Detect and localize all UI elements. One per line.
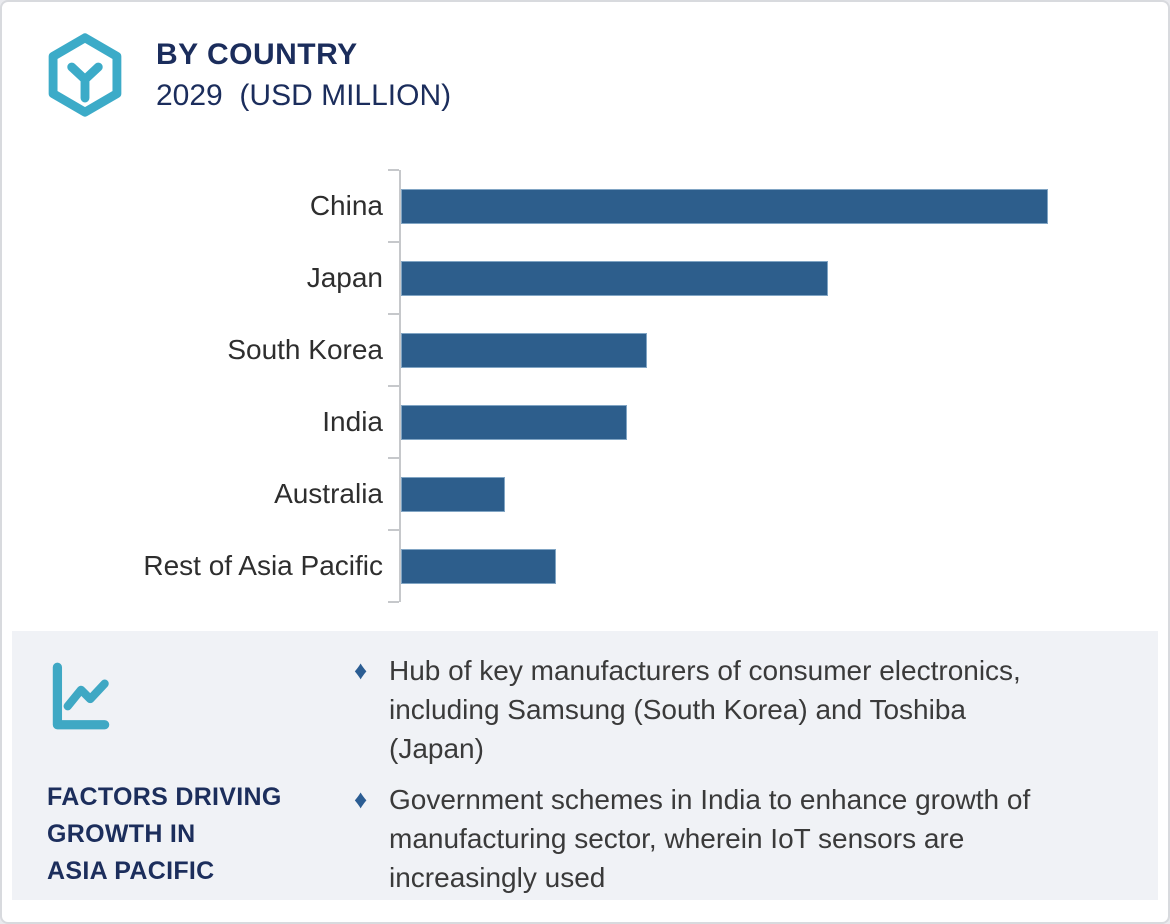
factors-panel: FACTORS DRIVING GROWTH IN ASIA PACIFIC ♦… bbox=[12, 631, 1158, 900]
chart-track bbox=[388, 241, 1053, 314]
hexagon-y-logo-icon bbox=[46, 32, 124, 118]
chart-subtitle: 2029 (USD MILLION) bbox=[156, 78, 452, 112]
chart-row-rest-of-asia-pacific: Rest of Asia Pacific bbox=[14, 529, 1053, 603]
factors-heading: FACTORS DRIVING GROWTH IN ASIA PACIFIC bbox=[47, 779, 337, 890]
diamond-bullet-icon: ♦ bbox=[354, 655, 368, 685]
chart-row-india: India bbox=[14, 385, 1053, 458]
bar-south-korea bbox=[401, 332, 647, 368]
chart-row-australia: Australia bbox=[14, 457, 1053, 530]
category-label-japan: Japan bbox=[306, 262, 383, 293]
chart-row-japan: Japan bbox=[14, 241, 1053, 314]
chart-plot: China Japan South Korea India Australia Rest … bbox=[14, 169, 1053, 603]
category-label-australia: Australia bbox=[274, 478, 383, 509]
factor-bullet-2: ♦ Government schemes in India to enhance … bbox=[354, 780, 1149, 897]
factor-bullet-text: Government schemes in India to enhance g… bbox=[389, 784, 1031, 893]
factors-heading-line: ASIA PACIFIC bbox=[47, 857, 215, 885]
chart-track bbox=[388, 169, 1053, 242]
factor-bullet-1: ♦ Hub of key manufacturers of consumer el… bbox=[354, 651, 1149, 768]
category-label-china: China bbox=[309, 190, 383, 221]
line-chart-icon bbox=[47, 659, 337, 735]
chart-title: BY COUNTRY bbox=[156, 37, 358, 71]
chart-row-china: China bbox=[14, 169, 1053, 242]
bar-chart: China Japan South Korea India Australia Rest … bbox=[14, 169, 1053, 603]
bar-japan bbox=[401, 260, 828, 296]
factors-heading-line: GROWTH IN bbox=[47, 820, 196, 848]
bar-rest-of-asia-pacific bbox=[401, 548, 556, 584]
factors-heading-line: FACTORS DRIVING bbox=[47, 783, 282, 811]
chart-track bbox=[388, 385, 1053, 458]
chart-track bbox=[388, 529, 1053, 603]
bar-australia bbox=[401, 476, 505, 512]
category-label-south-korea: South Korea bbox=[227, 334, 383, 365]
header: BY COUNTRY 2029 (USD MILLION) bbox=[46, 32, 451, 118]
chart-track bbox=[388, 313, 1053, 386]
factor-bullet-text: Hub of key manufacturers of consumer ele… bbox=[389, 655, 1021, 764]
category-label-rest-of-asia-pacific: Rest of Asia Pacific bbox=[143, 550, 383, 581]
factors-bullet-list: ♦ Hub of key manufacturers of consumer el… bbox=[354, 651, 1149, 909]
diamond-bullet-icon: ♦ bbox=[354, 784, 368, 814]
factors-left-block: FACTORS DRIVING GROWTH IN ASIA PACIFIC bbox=[47, 659, 337, 890]
bar-china bbox=[401, 188, 1048, 224]
bar-india bbox=[401, 404, 627, 440]
chart-row-south-korea: South Korea bbox=[14, 313, 1053, 386]
chart-track bbox=[388, 457, 1053, 530]
category-label-india: India bbox=[322, 406, 383, 437]
